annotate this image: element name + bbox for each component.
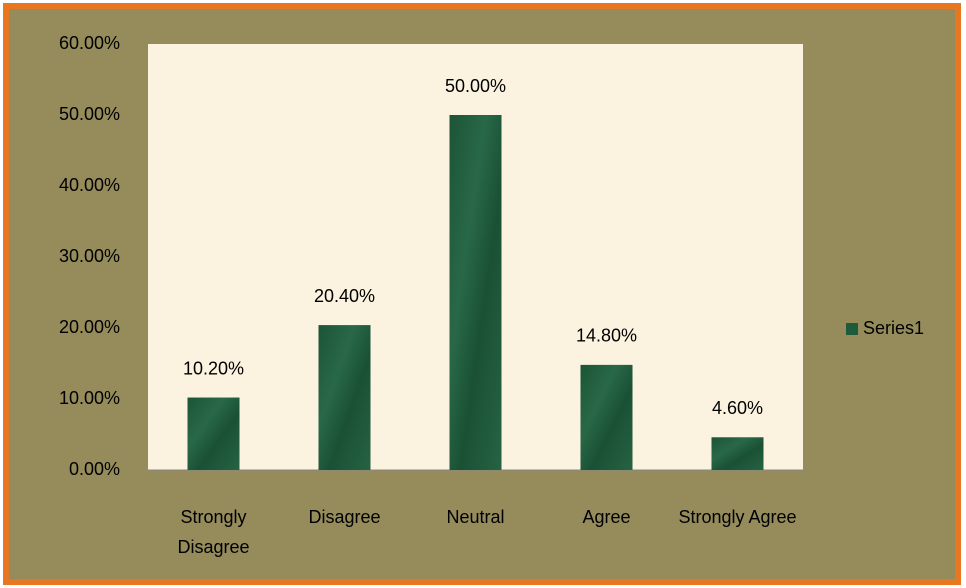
y-tick-label: 60.00% — [59, 33, 120, 53]
y-tick-label: 10.00% — [59, 388, 120, 408]
data-label: 14.80% — [576, 326, 637, 346]
data-label: 10.20% — [183, 358, 244, 378]
y-tick-label: 50.00% — [59, 104, 120, 124]
y-tick-label: 0.00% — [69, 459, 120, 479]
legend-swatch — [846, 323, 858, 335]
data-label: 50.00% — [445, 76, 506, 96]
legend-label: Series1 — [863, 318, 924, 338]
x-tick-label: Strongly Disagree — [177, 507, 250, 557]
x-tick-label: Agree — [582, 507, 631, 527]
bar-texture — [580, 364, 633, 470]
bar-texture — [187, 397, 240, 470]
bar-texture — [449, 115, 502, 470]
bar-texture — [318, 325, 371, 470]
y-tick-label: 40.00% — [59, 175, 120, 195]
bar-texture — [711, 437, 764, 470]
x-tick-label: Neutral — [446, 507, 505, 527]
x-tick-label: Strongly Agree — [678, 507, 797, 527]
data-label: 20.40% — [314, 286, 375, 306]
x-tick-label: Disagree — [308, 507, 381, 527]
data-label: 4.60% — [712, 398, 763, 418]
y-tick-label: 30.00% — [59, 246, 120, 266]
y-tick-label: 20.00% — [59, 317, 120, 337]
